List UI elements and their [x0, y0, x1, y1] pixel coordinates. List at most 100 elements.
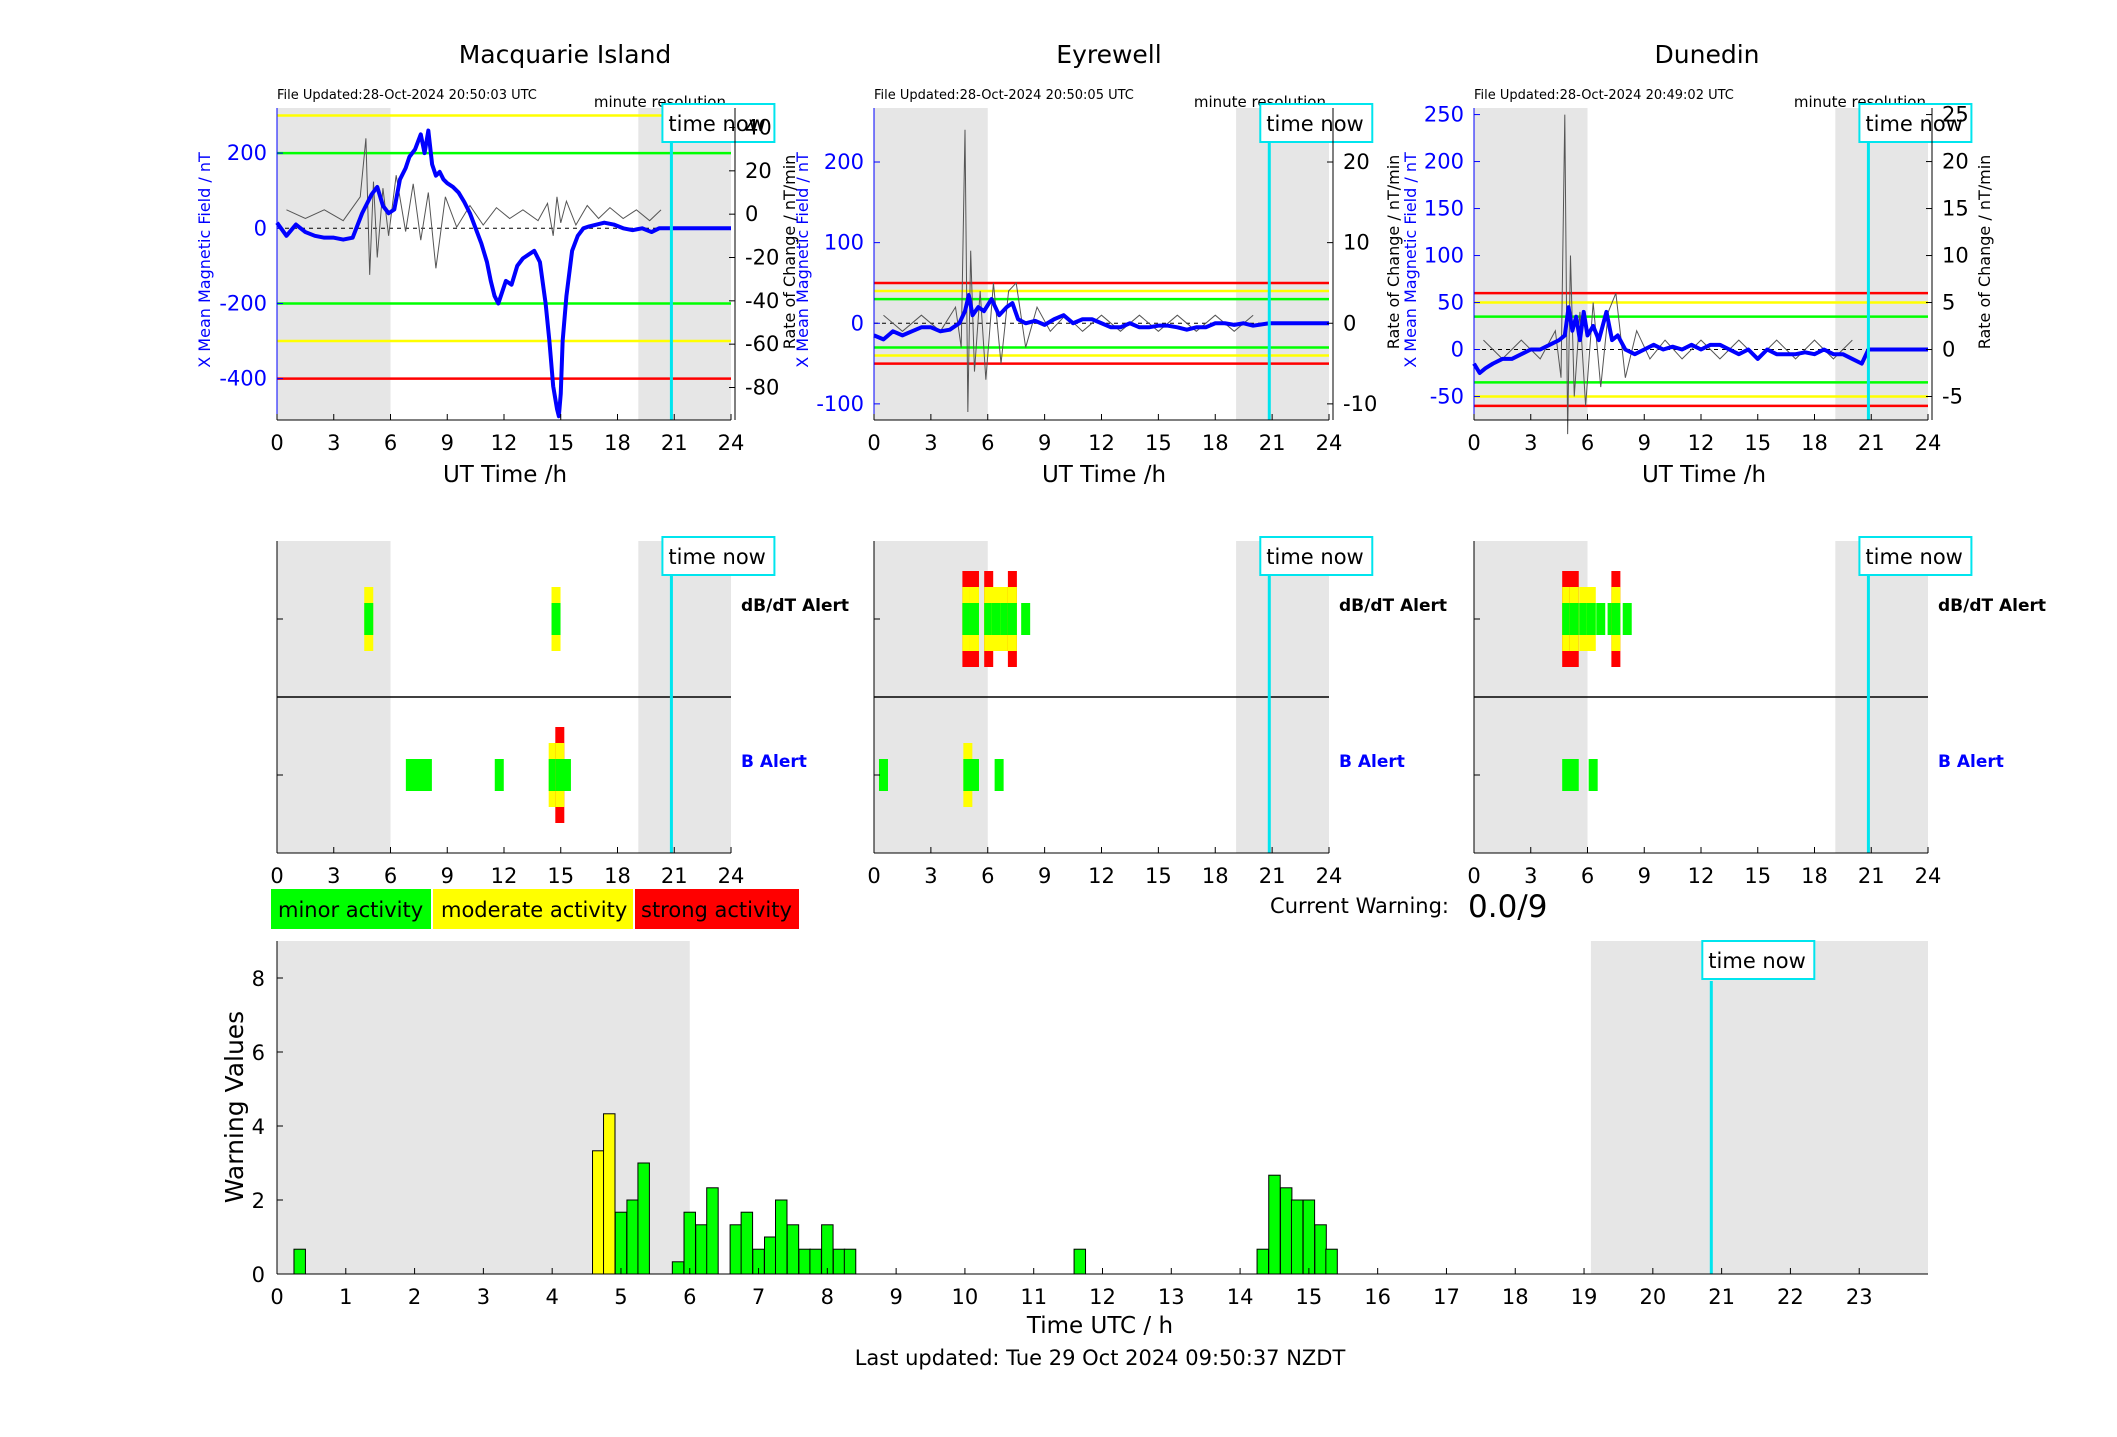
x-tick-label-macquarie-18: 18 [604, 431, 631, 455]
x-tick-label-warning_values-14: 14 [1227, 1285, 1254, 1309]
time-now-box-macquarie [661, 103, 776, 143]
x-tick-label-eyrewell_alerts-24: 24 [1316, 864, 1343, 888]
x-tick-label-warning_values-20: 20 [1639, 1285, 1666, 1309]
alert-cell-green-dunedin_alerts-0-1 [1569, 603, 1579, 635]
alert-cell-green-eyrewell_alerts-0-2 [984, 603, 994, 635]
y-tick-label-right-eyrewell-20: 20 [1343, 150, 1370, 174]
shade-warning_values-1 [1590, 941, 1928, 1274]
y-tick-label-warning_values-8: 8 [252, 967, 265, 991]
bar-28 [1325, 1248, 1338, 1275]
panel-eyrewell_alerts: dB/dT Alert B Alert time now 0 3 6 9 12 15 18 21 24 [867, 536, 1447, 888]
alert-cell-green-dunedin_alerts-0-4 [1596, 603, 1606, 635]
series-x-mean-eyrewell [873, 293, 1329, 342]
x-tick-label-macquarie-6: 6 [384, 431, 397, 455]
ylabel-right-eyrewell: Rate of Change / nT/min [1384, 155, 1403, 350]
x-tick-label-eyrewell_alerts-6: 6 [981, 864, 994, 888]
y-tick-label-right-macquarie--60: -60 [745, 332, 779, 356]
xlabel-macquarie: UT Time /h [443, 462, 567, 488]
y-tick-label-left-dunedin-0: 0 [1451, 338, 1464, 362]
x-tick-label-warning_values-22: 22 [1777, 1285, 1804, 1309]
alert-cell-green-macquarie_alerts-1-1 [414, 759, 424, 791]
ylabel-left-eyrewell: X Mean Magnetic Field / nT [793, 152, 812, 368]
x-tick-label-eyrewell-6: 6 [981, 431, 994, 455]
legend-strong-label: strong activity [641, 898, 792, 922]
y-tick-label-right-dunedin--5: -5 [1942, 385, 1963, 409]
y-tick-label-right-dunedin-25: 25 [1942, 103, 1969, 127]
y-tick-label-left-dunedin-150: 150 [1424, 197, 1464, 221]
bar-3 [614, 1211, 628, 1275]
time-now-label-eyrewell_alerts: time now [1266, 545, 1363, 569]
shade-dunedin-1 [1835, 108, 1928, 420]
last-updated: Last updated: Tue 29 Oct 2024 09:50:37 N… [855, 1346, 1346, 1370]
alert-row-label-macquarie_alerts-0: dB/dT Alert [741, 596, 849, 616]
bar-6 [671, 1261, 685, 1275]
alert-row-label-dunedin_alerts-0: dB/dT Alert [1938, 596, 2046, 616]
xlabel-dunedin: UT Time /h [1642, 462, 1766, 488]
x-tick-label-dunedin-0: 0 [1467, 431, 1480, 455]
alert-cell-green-eyrewell_alerts-0-5 [1007, 603, 1017, 635]
bar-26 [1302, 1199, 1316, 1275]
bar-24 [1279, 1187, 1293, 1275]
x-tick-label-eyrewell-18: 18 [1202, 431, 1229, 455]
y-tick-label-right-macquarie-20: 20 [745, 159, 772, 183]
x-tick-label-warning_values-16: 16 [1364, 1285, 1391, 1309]
bar-16 [798, 1248, 811, 1275]
alert-cell-green-eyrewell_alerts-1-0 [878, 759, 888, 791]
series-x-mean-macquarie [275, 128, 731, 419]
x-tick-label-warning_values-21: 21 [1708, 1285, 1735, 1309]
y-tick-label-right-macquarie-40: 40 [745, 116, 772, 140]
alert-row-label-dunedin_alerts-1: B Alert [1938, 752, 2004, 772]
alert-cell-green-macquarie_alerts-1-5 [555, 759, 565, 791]
x-tick-label-dunedin_alerts-21: 21 [1858, 864, 1885, 888]
bar-9 [706, 1187, 719, 1275]
alert-cell-green-dunedin_alerts-0-2 [1579, 603, 1589, 635]
bar-4 [626, 1199, 639, 1275]
alert-row-label-eyrewell_alerts-1: B Alert [1339, 752, 1405, 772]
time-now-label-dunedin_alerts: time now [1865, 545, 1962, 569]
shade-macquarie-0 [277, 108, 391, 420]
y-tick-label-right-macquarie--20: -20 [745, 246, 779, 270]
x-tick-label-macquarie-0: 0 [270, 431, 283, 455]
time-now-label-eyrewell: time now [1266, 112, 1363, 136]
x-tick-label-warning_values-4: 4 [545, 1285, 558, 1309]
bar-14 [775, 1199, 788, 1275]
x-tick-label-warning_values-18: 18 [1502, 1285, 1529, 1309]
current-warning-label: Current Warning: [1270, 894, 1449, 918]
bar-20 [843, 1248, 857, 1275]
x-tick-label-eyrewell-15: 15 [1145, 431, 1172, 455]
y-tick-label-left-eyrewell-0: 0 [851, 311, 864, 335]
x-tick-label-eyrewell-12: 12 [1088, 431, 1115, 455]
x-tick-label-dunedin_alerts-12: 12 [1688, 864, 1715, 888]
ylabel-right-dunedin: Rate of Change / nT/min [1975, 155, 1994, 350]
bar-27 [1314, 1224, 1327, 1275]
bar-7 [683, 1211, 696, 1275]
bar-8 [695, 1224, 708, 1275]
y-tick-label-left-eyrewell--100: -100 [816, 392, 864, 416]
x-tick-label-dunedin-3: 3 [1524, 431, 1537, 455]
bar-19 [832, 1248, 846, 1275]
x-tick-label-macquarie-9: 9 [441, 431, 454, 455]
alert-cell-green-macquarie_alerts-1-3 [494, 759, 504, 791]
y-tick-label-left-eyrewell-200: 200 [824, 150, 864, 174]
x-tick-label-macquarie-15: 15 [547, 431, 574, 455]
bar-15 [786, 1224, 800, 1275]
ylabel-left-dunedin: X Mean Magnetic Field / nT [1401, 152, 1420, 368]
x-tick-label-warning_values-11: 11 [1020, 1285, 1047, 1309]
y-tick-label-left-eyrewell-100: 100 [824, 231, 864, 255]
panel-macquarie_alerts: dB/dT Alert B Alert time now 0 3 6 9 12 15 18 21 24 [270, 536, 849, 888]
legend-moderate-swatch [433, 889, 633, 929]
y-tick-label-right-dunedin-0: 0 [1942, 338, 1955, 362]
current-warning-value: 0.0/9 [1468, 889, 1547, 925]
series-rate-eyrewell [883, 129, 1254, 412]
x-tick-label-dunedin-6: 6 [1581, 431, 1594, 455]
alert-cell-green-macquarie_alerts-1-2 [422, 759, 432, 791]
y-tick-label-right-eyrewell-0: 0 [1343, 311, 1356, 335]
time-now-label-dunedin: time now [1865, 112, 1962, 136]
bar-23 [1268, 1174, 1281, 1275]
x-tick-label-eyrewell_alerts-15: 15 [1145, 864, 1172, 888]
alert-cell-green-macquarie_alerts-1-4 [548, 759, 558, 791]
title-dunedin: Dunedin [1655, 40, 1760, 69]
